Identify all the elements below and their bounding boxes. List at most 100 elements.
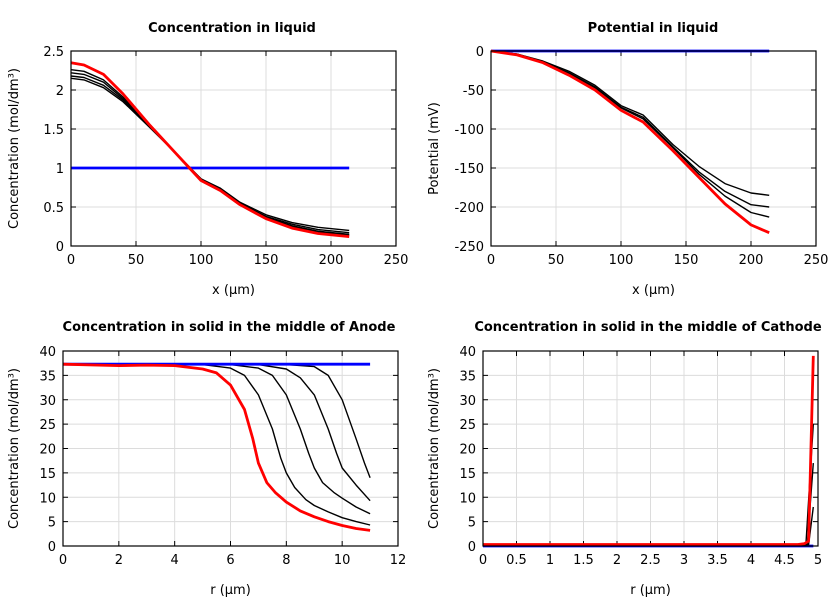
x-tick-label: 3.5 xyxy=(707,553,728,568)
y-tick-label: 0 xyxy=(56,240,64,255)
subplot-3: 0 2 4 6 8 10 12 0 5 10 15 20 25 30 35 40 Concentration i… xyxy=(7,320,406,598)
series-group xyxy=(70,61,350,238)
x-tick-label: 4 xyxy=(171,553,179,568)
y-tick-label: 35 xyxy=(39,369,56,384)
y-tick-label: 30 xyxy=(39,394,56,409)
y-tick-label: 1 xyxy=(56,162,64,177)
y-tick-label: 20 xyxy=(39,443,56,458)
x-tick-label: 250 xyxy=(384,253,409,268)
x-tick-label: 1.5 xyxy=(573,553,594,568)
y-tick-label: 0 xyxy=(48,540,56,555)
x-axis-label: x (µm) xyxy=(632,283,675,298)
x-tick-label: 250 xyxy=(804,253,829,268)
chart-title: Concentration in solid in the middle of … xyxy=(474,320,822,335)
y-tick-label: 0 xyxy=(468,540,476,555)
series-line-3 xyxy=(70,72,350,235)
x-tick-label: 50 xyxy=(548,253,565,268)
x-tick-label: 1 xyxy=(546,553,554,568)
y-tick-label: 40 xyxy=(459,345,476,360)
y-axis-label: Concentration (mol/dm³) xyxy=(427,368,442,529)
subplot-4: 0 0.5 1 1.5 2 2.5 3 3.5 4 4.5 5 0 5 10 15 20 25 30 35 40 Con… xyxy=(427,320,822,598)
y-tick-label: 30 xyxy=(459,394,476,409)
x-tick-label: 200 xyxy=(319,253,344,268)
series-line-4 xyxy=(62,363,371,479)
y-tick-label: 10 xyxy=(459,491,476,506)
y-tick-label: 35 xyxy=(459,369,476,384)
chart-title: Concentration in liquid xyxy=(148,21,316,36)
x-tick-label: 150 xyxy=(674,253,699,268)
y-tick-label: 0.5 xyxy=(43,201,64,216)
series-line-3 xyxy=(483,463,814,546)
y-tick-label: 0 xyxy=(476,45,484,60)
x-tick-label: 200 xyxy=(739,253,764,268)
x-tick-label: 8 xyxy=(282,553,290,568)
x-axis-label: r (µm) xyxy=(210,583,251,598)
series-line-6 xyxy=(62,362,371,532)
plot-frame xyxy=(490,50,817,247)
y-tick-label: 2 xyxy=(56,84,64,99)
y-tick-label: 15 xyxy=(39,467,56,482)
subplot-2: 0 50 100 150 200 250 -250 -200 -150 -100 -50 0 Poten… xyxy=(427,21,828,298)
y-tick-label: 10 xyxy=(39,491,56,506)
x-tick-label: 6 xyxy=(226,553,234,568)
series-line-1 xyxy=(62,363,371,526)
x-tick-label: 0 xyxy=(479,553,487,568)
x-tick-label: 5 xyxy=(814,553,822,568)
series-line-1 xyxy=(70,77,350,232)
series-group xyxy=(490,49,770,234)
x-tick-label: 10 xyxy=(334,553,351,568)
chart-title: Concentration in solid in the middle of … xyxy=(63,320,396,335)
series-line-1 xyxy=(490,50,770,196)
x-axis-label: x (µm) xyxy=(212,283,255,298)
series-line-5 xyxy=(490,49,770,234)
y-tick-label: 40 xyxy=(39,345,56,360)
y-axis-label: Potential (mV) xyxy=(427,102,442,195)
x-tick-label: 50 xyxy=(128,253,145,268)
series-line-4 xyxy=(483,506,814,546)
y-tick-label: -100 xyxy=(454,123,484,138)
series-line-5 xyxy=(483,355,815,546)
plot-frame xyxy=(62,350,399,547)
series-line-2 xyxy=(483,424,814,546)
y-tick-label: 15 xyxy=(459,467,476,482)
x-tick-label: 0 xyxy=(487,253,495,268)
x-tick-label: 100 xyxy=(189,253,214,268)
x-tick-label: 4 xyxy=(747,553,755,568)
y-tick-label: 5 xyxy=(468,516,476,531)
y-tick-label: -200 xyxy=(454,201,484,216)
x-tick-label: 4.5 xyxy=(774,553,795,568)
x-tick-label: 100 xyxy=(609,253,634,268)
y-tick-label: -250 xyxy=(454,240,484,255)
y-tick-label: 20 xyxy=(459,443,476,458)
x-tick-label: 0 xyxy=(67,253,75,268)
series-line-3 xyxy=(62,363,371,502)
x-tick-label: 2.5 xyxy=(640,553,661,568)
y-axis-label: Concentration (mol/dm³) xyxy=(7,68,22,229)
subplot-1: 0 50 100 150 200 250 0 0.5 1 1.5 2 2.5 Concentration… xyxy=(7,21,408,298)
x-tick-label: 2 xyxy=(613,553,621,568)
y-axis-label: Concentration (mol/dm³) xyxy=(7,368,22,529)
plot-frame xyxy=(482,350,819,547)
x-tick-label: 12 xyxy=(390,553,407,568)
y-tick-label: 5 xyxy=(48,516,56,531)
y-tick-label: 25 xyxy=(459,418,476,433)
chart-title: Potential in liquid xyxy=(588,21,719,36)
plot-frame xyxy=(70,50,397,247)
series-line-6 xyxy=(70,61,350,238)
y-tick-label: -50 xyxy=(463,84,484,99)
x-axis-label: r (µm) xyxy=(630,583,671,598)
y-tick-label: 25 xyxy=(39,418,56,433)
series-line-2 xyxy=(70,75,350,234)
x-tick-label: 0.5 xyxy=(506,553,527,568)
series-group xyxy=(483,355,815,548)
y-tick-label: -150 xyxy=(454,162,484,177)
series-line-2 xyxy=(62,363,371,515)
y-tick-label: 1.5 xyxy=(43,123,64,138)
x-tick-label: 3 xyxy=(680,553,688,568)
x-tick-label: 150 xyxy=(254,253,279,268)
series-group xyxy=(62,362,371,532)
y-tick-label: 2.5 xyxy=(43,45,64,60)
x-tick-label: 2 xyxy=(115,553,123,568)
x-tick-label: 0 xyxy=(59,553,67,568)
